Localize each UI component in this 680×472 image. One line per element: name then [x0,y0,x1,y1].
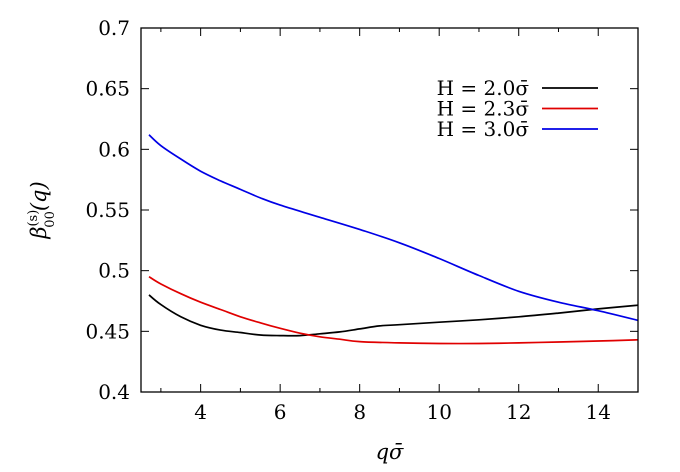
y-tick-label: 0.65 [85,77,130,101]
legend-label-3: H = 3.0σ̄ [437,117,530,141]
x-tick-label: 6 [274,400,287,424]
y-axis-title-sub: 00 [43,211,58,228]
y-tick-label: 0.4 [98,380,130,404]
series-lines [148,134,639,345]
y-tick-label: 0.6 [98,137,130,161]
legend-label-2: H = 2.3σ̄ [437,97,530,121]
svg-text:β(s)00(q): β(s) 00(q) [26,181,58,239]
axis-ticks [141,27,639,393]
x-tick-labels: 4 6 8 10 12 14 [194,400,611,424]
y-tick-labels: 0.4 0.45 0.5 0.55 0.6 0.65 0.7 [85,16,130,404]
x-tick-label: 14 [586,400,611,424]
series-line-3 [148,134,639,322]
y-axis-title-arg: (q) [27,181,51,211]
x-tick-label: 12 [506,400,531,424]
legend-label-1: H = 2.0σ̄ [437,76,530,100]
x-tick-label: 4 [194,400,207,424]
y-tick-label: 0.5 [98,259,130,283]
plot-frame [140,27,639,393]
y-tick-label: 0.45 [85,319,130,343]
y-axis-title: β(s) 00(q) [26,181,58,239]
y-axis-title-sup: (s) [26,210,41,227]
x-tick-label: 8 [353,400,366,424]
series-line-1 [148,294,639,337]
x-tick-label: 10 [426,400,451,424]
x-axis-title: qσ̄ [376,440,404,464]
y-axis-title-base: β [27,227,51,240]
y-tick-label: 0.55 [85,198,130,222]
legend: H = 2.0σ̄H = 2.3σ̄H = 3.0σ̄ [437,76,598,141]
y-tick-label: 0.7 [98,16,130,40]
series-line-2 [148,275,639,345]
